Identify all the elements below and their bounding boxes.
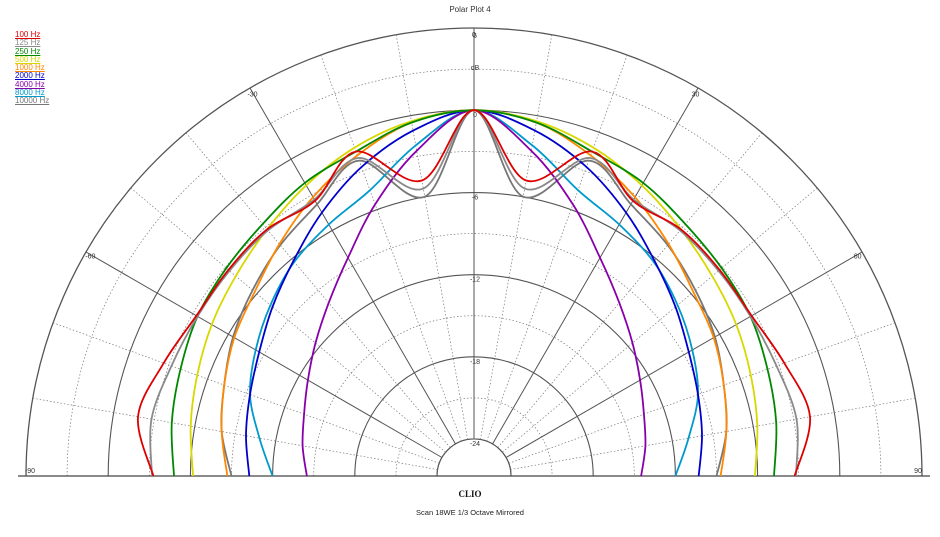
legend-entry: 2000 Hz [15,71,45,81]
angle-tick-label: 60 [854,254,862,261]
grid-spoke [510,397,916,470]
footer-caption: Scan 18WE 1/3 Octave Mirrored [416,508,524,517]
radial-tick-label: -6 [472,194,478,201]
legend-entry: 1000 Hz [15,63,45,73]
polar-labels: -90 -60 -30 0 30 60 90 6 dB 0 -6 -12 -18 -24 [25,32,922,475]
angle-tick-label: -30 [247,91,257,98]
legend: 100 Hz 125 Hz 250 Hz 500 Hz 1000 Hz 2000 Hz 40… [15,30,50,106]
grid-spoke [130,187,446,453]
grid-spoke [249,87,456,445]
grid-spoke [85,251,443,458]
angle-tick-label: 30 [692,91,700,98]
angle-tick-label: -90 [25,468,35,475]
grid-ring [66,68,882,477]
legend-entry: 100 Hz [15,30,41,39]
radial-tick-label: 6 [473,33,477,40]
legend-entry: 10000 Hz [15,96,50,106]
radial-tick-label: -12 [470,277,480,284]
legend-entry: 250 Hz [15,46,41,56]
legend-entry: 500 Hz [15,54,41,64]
radial-tick-label: -24 [470,441,480,448]
radial-tick-label: dB [471,65,480,72]
brand-mark: CLIO [458,489,482,499]
polar-series [137,109,811,477]
grid-ring [395,397,553,477]
angle-tick-label: 0 [472,32,476,39]
series-curve-100-hz [137,109,811,477]
legend-entry: 4000 Hz [15,79,45,89]
grid-spoke [505,251,863,458]
angle-tick-label: -60 [85,254,95,261]
chart-title: Polar Plot 4 [449,5,491,14]
grid-spoke [492,87,699,445]
radial-tick-label: -18 [470,359,480,366]
legend-entry: 125 Hz [15,38,41,48]
grid-spoke [395,34,468,440]
radial-tick-label: 0 [473,112,477,119]
grid-spoke [480,34,553,440]
legend-entry: 8000 Hz [15,88,45,98]
angle-tick-label: 90 [914,468,922,475]
grid-hub [436,438,512,477]
